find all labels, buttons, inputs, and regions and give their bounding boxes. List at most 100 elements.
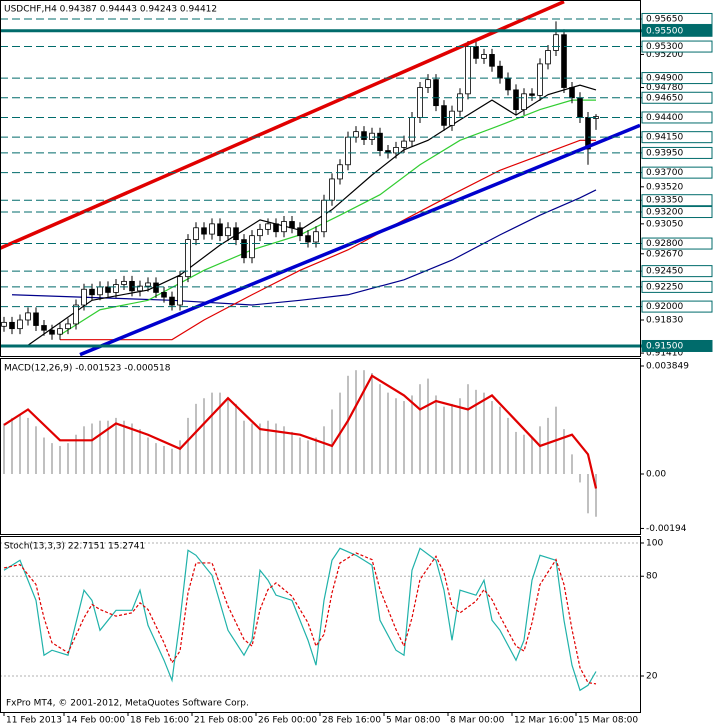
moving-average <box>11 189 597 306</box>
candle-body <box>185 239 191 278</box>
level-label: 0.94650 <box>646 93 683 103</box>
candle-body <box>337 164 343 180</box>
level-label-box <box>641 24 713 37</box>
candle-body <box>193 227 199 241</box>
candle-body <box>313 231 319 243</box>
x-tick-label: 14 Feb 00:00 <box>66 716 125 726</box>
stoch-signal <box>3 552 597 685</box>
candle-body <box>25 312 31 321</box>
y-tick-label: 0.95200 <box>646 50 683 60</box>
candle-body <box>209 223 215 235</box>
candle-body <box>473 46 479 59</box>
x-tick-label: 12 Mar 16:00 <box>514 716 574 726</box>
candle-body <box>425 79 431 88</box>
candle-body <box>145 282 151 287</box>
macd-signal <box>3 374 598 489</box>
level-label: 0.94150 <box>646 133 683 143</box>
candle-body <box>449 110 455 126</box>
candle-body <box>97 286 103 296</box>
candle-body <box>417 87 423 118</box>
candle-body <box>33 312 39 326</box>
level-label: 0.92250 <box>646 282 683 292</box>
y-tick-label: 0.93520 <box>646 182 683 192</box>
level-label-box <box>641 146 713 159</box>
candle-body <box>217 223 223 237</box>
candle-body <box>49 329 55 335</box>
y-tick-label: 100 <box>646 538 663 548</box>
candle-body <box>553 34 559 51</box>
candle-body <box>441 105 447 126</box>
level-label: 0.93950 <box>646 148 683 158</box>
candle-body <box>569 87 575 99</box>
candle-body <box>153 282 159 293</box>
value-axis: 0.95200 0.94780 0.93520 0.93050 0.92670 0.918… <box>640 50 683 359</box>
x-tick-label: 15 Mar 08:00 <box>578 716 638 726</box>
candle-body <box>521 93 527 110</box>
x-tick-label: 18 Feb 16:00 <box>130 716 189 726</box>
candle-body <box>257 228 263 237</box>
y-tick-label: 20 <box>646 672 658 682</box>
candle-body <box>329 178 335 201</box>
candle-body <box>273 223 279 233</box>
moving-average <box>59 99 596 336</box>
y-tick-label: 0.92670 <box>646 249 683 259</box>
candle-body <box>529 93 535 96</box>
level-label-box <box>641 339 713 352</box>
level-label-box <box>641 40 713 53</box>
level-label-box <box>641 111 713 124</box>
level-label: 0.94400 <box>646 113 683 123</box>
candle-body <box>465 46 471 95</box>
x-tick-label: 26 Feb 00:00 <box>258 716 317 726</box>
candle-body <box>129 280 135 292</box>
x-tick-label: 11 Feb 2013 <box>6 716 62 726</box>
candle-body <box>41 325 47 331</box>
level-label: 0.93700 <box>646 168 683 178</box>
y-tick-label: 0.00 <box>646 470 666 480</box>
stoch-panel-frame <box>0 536 641 713</box>
candle-body <box>9 321 15 330</box>
y-tick-label: 0.94780 <box>646 83 683 93</box>
copyright: FxPro MT4, © 2001-2012, MetaQuotes Softw… <box>6 699 249 709</box>
level-label: 0.92800 <box>646 239 683 249</box>
x-tick-label: 5 Mar 08:00 <box>386 716 441 726</box>
candle-body <box>561 34 567 88</box>
candle-body <box>513 89 519 110</box>
price-panel-frame <box>0 0 641 357</box>
candle-body <box>113 284 119 293</box>
level-label-box <box>641 166 713 179</box>
panel <box>3 370 598 517</box>
level-label: 0.91500 <box>646 341 683 351</box>
candle-body <box>577 97 583 118</box>
level-label-box <box>641 131 713 144</box>
level-label: 0.93200 <box>646 208 683 218</box>
candle-body <box>137 285 143 292</box>
level-label: 0.93350 <box>646 196 683 206</box>
level-label-box <box>641 206 713 219</box>
x-tick-label: 28 Feb 16:00 <box>322 716 381 726</box>
level-label-box <box>641 91 713 104</box>
level-label: 0.92000 <box>646 302 683 312</box>
candle-body <box>65 323 71 330</box>
candle-body <box>17 319 23 330</box>
price-panel-title: USDCHF,H4 0.94387 0.94443 0.94243 0.9441… <box>4 5 217 15</box>
candle-body <box>241 239 247 259</box>
y-tick-label: 0.91830 <box>646 315 683 325</box>
level-label: 0.94900 <box>646 74 683 84</box>
candle-body <box>89 288 95 296</box>
candle-body <box>81 288 87 306</box>
level-label-box <box>641 237 713 250</box>
candle-body <box>433 79 439 107</box>
candle-body <box>225 227 231 237</box>
level-label: 0.95300 <box>646 42 683 52</box>
candle-body <box>233 227 239 241</box>
candle-body <box>457 93 463 112</box>
level-label: 0.95650 <box>646 14 683 24</box>
level-label: 0.92450 <box>646 267 683 277</box>
level-label-box <box>641 194 713 207</box>
candle-body <box>505 77 511 91</box>
y-tick-label: 0.93050 <box>646 219 683 229</box>
y-tick-label: 80 <box>646 572 658 582</box>
level-label-box <box>641 72 713 85</box>
